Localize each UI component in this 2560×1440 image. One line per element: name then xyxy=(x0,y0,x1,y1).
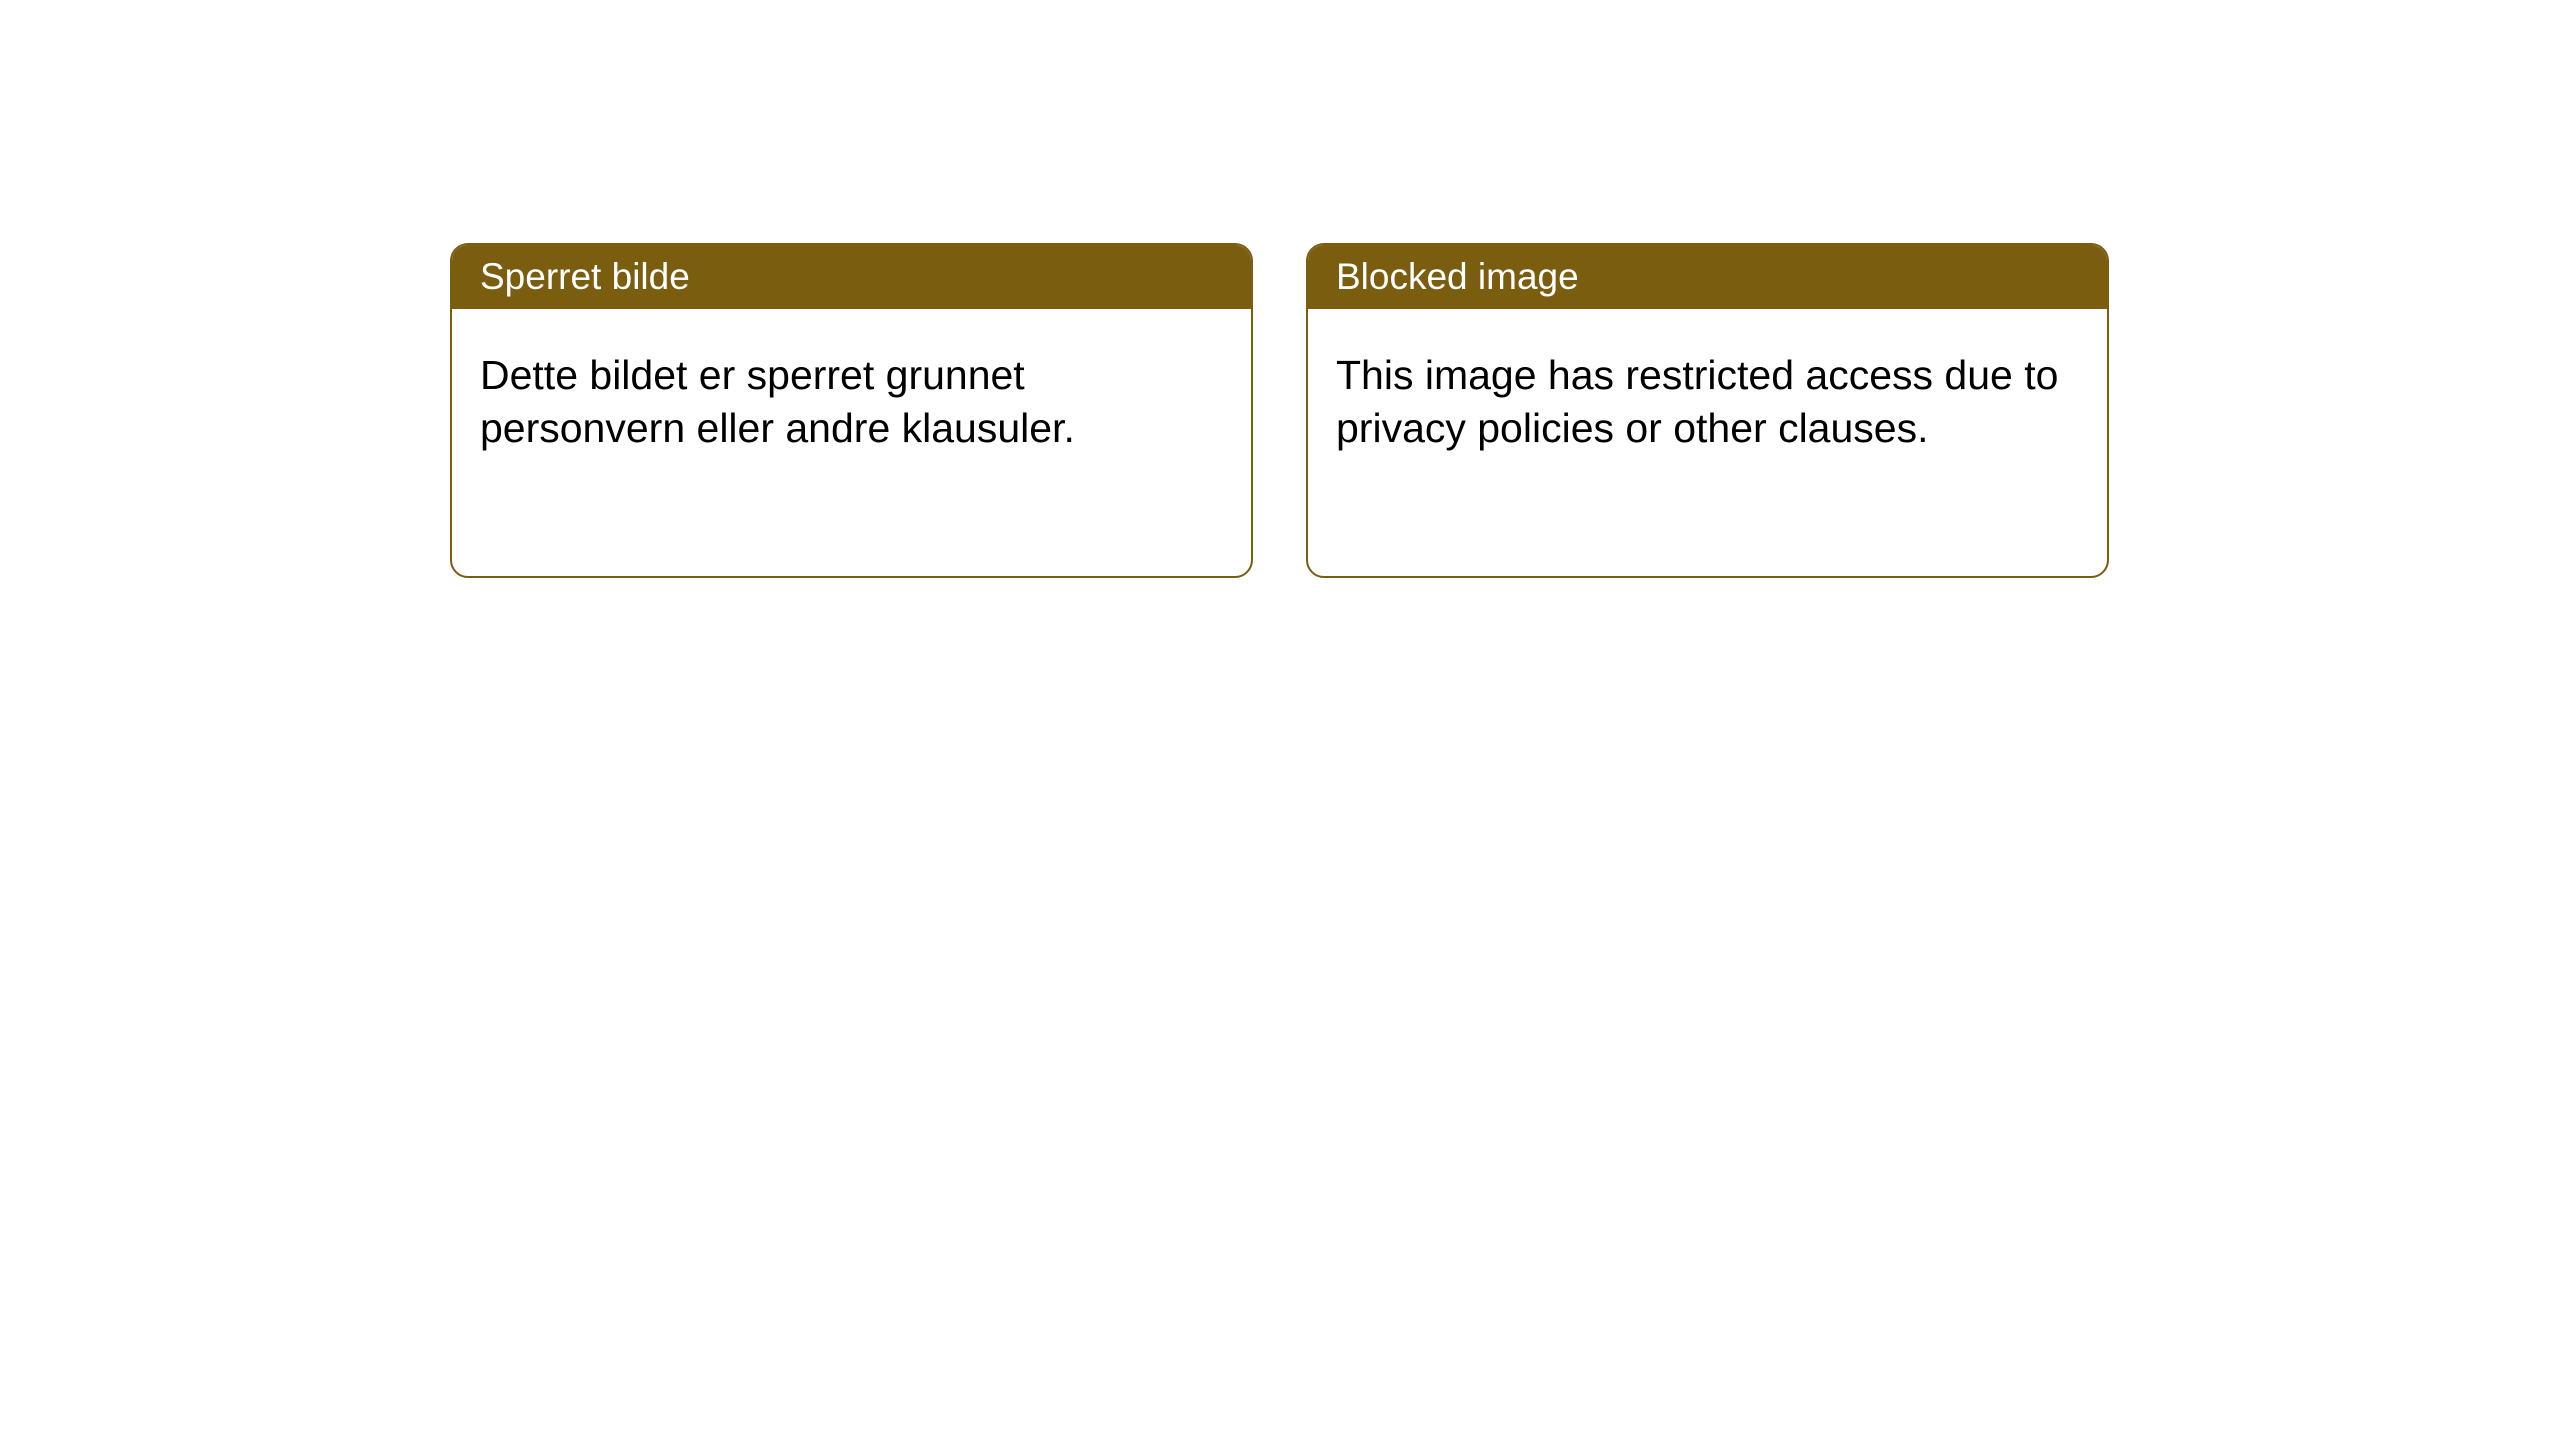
notice-title: Sperret bilde xyxy=(480,256,690,297)
notice-body-text: Dette bildet er sperret grunnet personve… xyxy=(480,352,1075,451)
notice-header: Sperret bilde xyxy=(452,245,1251,309)
notice-body: This image has restricted access due to … xyxy=(1308,309,2107,496)
notice-title: Blocked image xyxy=(1336,256,1579,297)
notice-body: Dette bildet er sperret grunnet personve… xyxy=(452,309,1251,496)
notice-header: Blocked image xyxy=(1308,245,2107,309)
notices-container: Sperret bilde Dette bildet er sperret gr… xyxy=(450,243,2109,578)
notice-card-english: Blocked image This image has restricted … xyxy=(1306,243,2109,578)
notice-body-text: This image has restricted access due to … xyxy=(1336,352,2058,451)
notice-card-norwegian: Sperret bilde Dette bildet er sperret gr… xyxy=(450,243,1253,578)
